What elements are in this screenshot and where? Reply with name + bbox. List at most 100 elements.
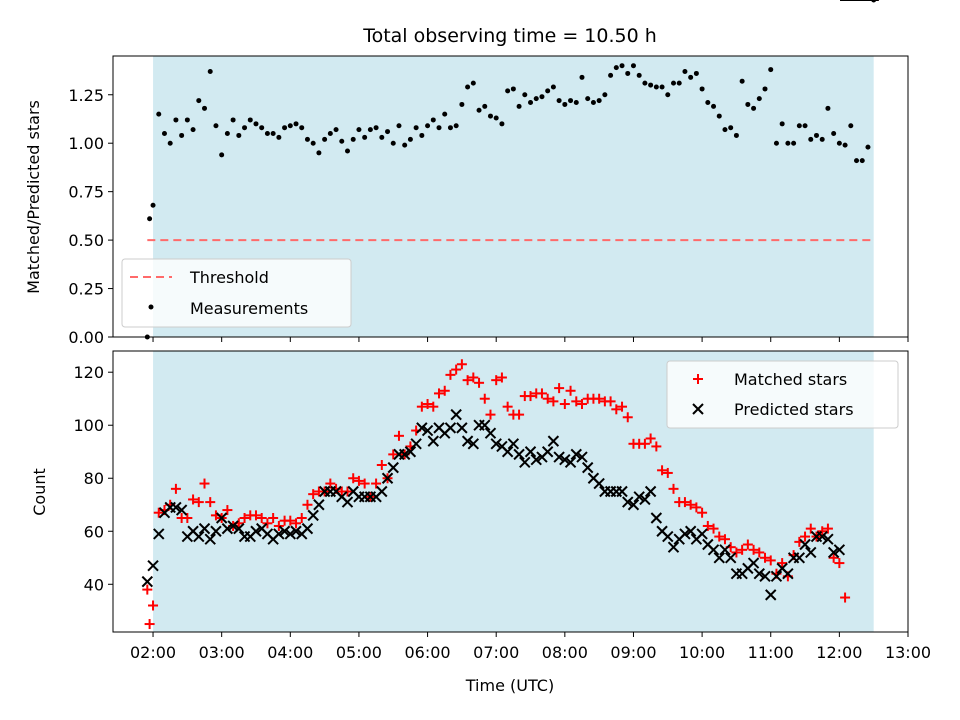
measurement-point <box>831 131 837 137</box>
predicted-star-point <box>759 570 771 583</box>
matched-star-point <box>250 510 261 521</box>
measurement-point <box>367 127 373 133</box>
matched-star-point <box>559 399 570 410</box>
measurement-point <box>556 98 562 104</box>
measurement-point <box>505 88 511 94</box>
matched-star-point <box>262 518 273 529</box>
measurement-point <box>545 88 551 94</box>
predicted-star-point <box>724 552 737 564</box>
matched-star-point <box>800 531 811 542</box>
measurement-point <box>533 96 539 102</box>
predicted-star-point <box>193 530 205 543</box>
predicted-star-point <box>341 496 354 508</box>
matched-star-point <box>611 404 622 415</box>
matched-star-point <box>737 544 748 555</box>
matched-star-point <box>805 523 816 534</box>
measurement-point <box>207 69 213 75</box>
predicted-star-point <box>650 512 663 524</box>
matched-star-point <box>708 523 719 534</box>
matched-star-point <box>679 497 690 508</box>
measurement-point <box>796 123 802 129</box>
matched-star-point <box>485 409 496 420</box>
matched-star-point <box>668 483 679 494</box>
matched-star-point <box>342 486 353 497</box>
measurement-point <box>396 123 402 129</box>
predicted-star-point <box>639 493 651 506</box>
matched-star-point <box>222 505 233 516</box>
measurement-point <box>390 140 396 146</box>
measurement-point <box>648 82 654 88</box>
matched-star-point <box>439 385 450 396</box>
measurement-point <box>476 107 482 113</box>
matched-star-point <box>273 520 284 531</box>
predicted-star-point <box>307 509 319 522</box>
matched-star-point <box>428 401 439 412</box>
x-tick-label: 03:00 <box>199 643 245 662</box>
matched-star-point <box>657 465 668 476</box>
matched-star-point <box>285 515 296 526</box>
predicted-star-point <box>501 446 514 458</box>
matched-star-point <box>479 393 490 404</box>
measurement-point <box>259 125 265 131</box>
predicted-star-point <box>696 528 708 540</box>
predicted-star-point <box>633 491 645 503</box>
measurement-point <box>447 125 453 131</box>
measurement-point <box>813 132 819 138</box>
measurement-point <box>482 103 488 109</box>
measurement-point <box>373 125 379 131</box>
predicted-star-point <box>153 528 165 540</box>
measurement-point <box>304 136 310 142</box>
measurement-point <box>270 131 276 137</box>
measurement-point <box>333 127 339 133</box>
matched-star-point <box>840 592 851 603</box>
measurement-point <box>756 96 762 102</box>
predicted-star-point <box>210 525 222 537</box>
predicted-star-point <box>827 546 840 559</box>
measurement-point <box>636 72 642 78</box>
predicted-star-point <box>507 438 520 450</box>
matched-star-point <box>445 369 456 380</box>
measurement-point <box>842 142 848 148</box>
matched-star-point <box>502 401 513 412</box>
matched-star-point <box>474 377 485 388</box>
predicted-star-point <box>421 424 434 437</box>
matched-star-point <box>536 388 547 399</box>
measurement-point <box>522 92 528 98</box>
matched-star-point <box>754 547 765 558</box>
matched-star-point <box>239 513 250 524</box>
count-y-axis-label: Count <box>30 468 49 516</box>
predicted-star-point <box>215 512 228 524</box>
measurement-point <box>516 103 522 109</box>
matched-star-point <box>828 552 839 563</box>
matched-star-point <box>388 449 399 460</box>
matched-star-point <box>565 385 576 396</box>
measurement-point <box>253 121 259 127</box>
measurement-point <box>573 100 579 106</box>
count-y-tick-label: 40 <box>84 575 104 594</box>
measurement-point <box>859 158 865 164</box>
matched-star-point <box>256 513 267 524</box>
count-legend: Matched stars Predicted stars <box>666 360 899 429</box>
predicted-star-point <box>410 438 422 450</box>
measurement-point <box>247 117 253 123</box>
predicted-star-point <box>490 438 502 450</box>
count-y-tick-label: 80 <box>84 469 104 488</box>
matched-star-point <box>205 497 216 508</box>
matched-star-point <box>605 396 616 407</box>
x-tick-label: 09:00 <box>610 643 656 662</box>
predicted-star-point <box>376 485 388 498</box>
predicted-star-point <box>221 522 234 535</box>
matched-star-point <box>514 409 525 420</box>
matched-star-point <box>182 513 193 524</box>
ratio-legend: Threshold Measurements <box>121 258 352 328</box>
matched-star-point <box>371 478 382 489</box>
measurement-point <box>224 131 230 137</box>
measurement-point <box>745 101 751 107</box>
matched-star-point <box>702 520 713 531</box>
matched-star-point <box>376 459 387 470</box>
measurement-point <box>419 132 425 138</box>
measurement-point <box>293 121 299 127</box>
matched-star-point <box>422 399 433 410</box>
predicted-star-point <box>753 567 766 580</box>
